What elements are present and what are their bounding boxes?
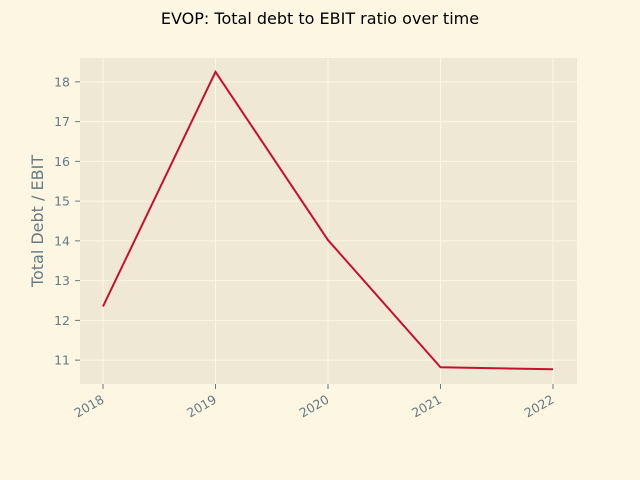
y-tick-label: 12: [54, 313, 70, 328]
y-axis-label: Total Debt / EBIT: [28, 155, 47, 288]
x-tick-label: 2020: [296, 392, 331, 421]
series-line: [102, 69, 554, 371]
x-tick-label: 2022: [521, 392, 556, 421]
x-tick-label: 2018: [71, 392, 106, 421]
y-tick-label: 17: [54, 114, 70, 129]
y-tick-label: 16: [54, 154, 70, 169]
y-tick-label: 13: [54, 273, 70, 288]
y-tick-label: 11: [54, 353, 70, 368]
y-axis-ticks: 11 12 13 14 15 16 17 18: [54, 74, 80, 368]
y-tick-label: 14: [54, 233, 70, 248]
y-tick-label: 18: [54, 74, 70, 89]
x-tick-label: 2019: [184, 392, 219, 421]
chart-title: EVOP: Total debt to EBIT ratio over time: [161, 9, 479, 28]
grid-lines: [80, 58, 577, 384]
y-tick-label: 15: [54, 194, 70, 209]
x-tick-label: 2021: [409, 392, 444, 421]
x-axis-ticks: 2018 2019 2020 2021 2022: [71, 384, 557, 421]
